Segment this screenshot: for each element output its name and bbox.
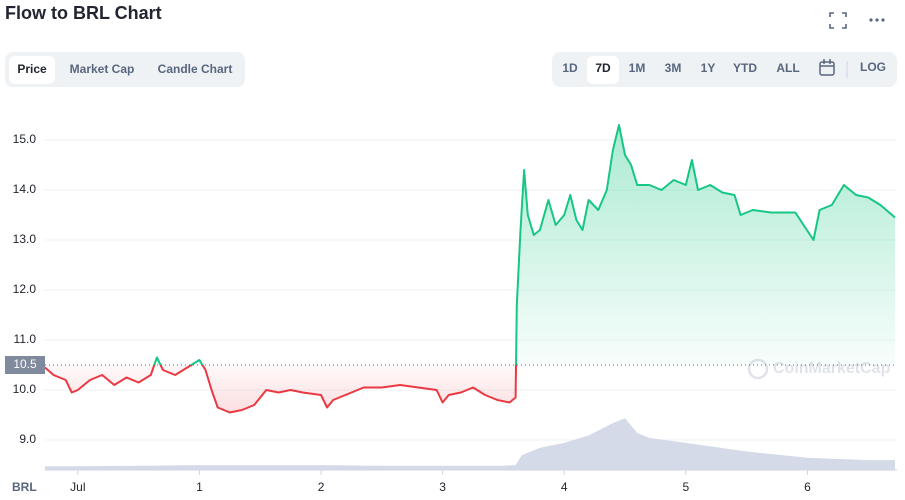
y-tick-label: 9.0: [19, 432, 36, 446]
calendar-icon[interactable]: [819, 59, 835, 76]
price-area: [45, 125, 895, 413]
range-active-bg: [587, 56, 619, 84]
range-button[interactable]: 1Y: [701, 61, 716, 75]
y-tick-label: 10.0: [13, 382, 37, 396]
range-button[interactable]: 1D: [562, 61, 578, 75]
tab[interactable]: Candle Chart: [158, 62, 233, 76]
tab-active-bg: [9, 56, 55, 84]
x-tick-label: 3: [439, 480, 446, 494]
currency-label: BRL: [12, 480, 37, 494]
x-tick-label: 1: [196, 480, 203, 494]
x-tick-label: 5: [683, 480, 690, 494]
y-tick-label: 14.0: [13, 182, 37, 196]
y-tick-label: 11.0: [14, 332, 37, 346]
y-tick-label: 13.0: [13, 232, 37, 246]
range-button[interactable]: 1M: [629, 61, 646, 75]
more-icon[interactable]: [869, 18, 885, 22]
x-tick-label: 4: [561, 480, 568, 494]
range-button[interactable]: 7D: [595, 61, 611, 75]
y-tick-label: 12.0: [13, 282, 37, 296]
tab[interactable]: Price: [17, 62, 47, 76]
price-line: [44, 124, 896, 414]
fullscreen-icon[interactable]: [829, 12, 847, 29]
volume-area: [45, 418, 895, 470]
x-tick-label: Jul: [70, 480, 85, 494]
range-button[interactable]: ALL: [776, 61, 799, 75]
tab-bar: [5, 52, 245, 87]
tab[interactable]: Market Cap: [70, 62, 135, 76]
baseline-label-bg: [5, 356, 45, 374]
range-button[interactable]: 3M: [665, 61, 682, 75]
log-button[interactable]: LOG: [860, 60, 886, 74]
title: Flow to BRL Chart: [5, 3, 162, 23]
y-tick-label: 15.0: [13, 132, 37, 146]
range-button[interactable]: YTD: [733, 61, 757, 75]
x-tick-label: 2: [318, 480, 325, 494]
range-bar: [552, 52, 897, 87]
x-tick-label: 6: [804, 480, 811, 494]
baseline-label: 10.5: [13, 357, 37, 371]
